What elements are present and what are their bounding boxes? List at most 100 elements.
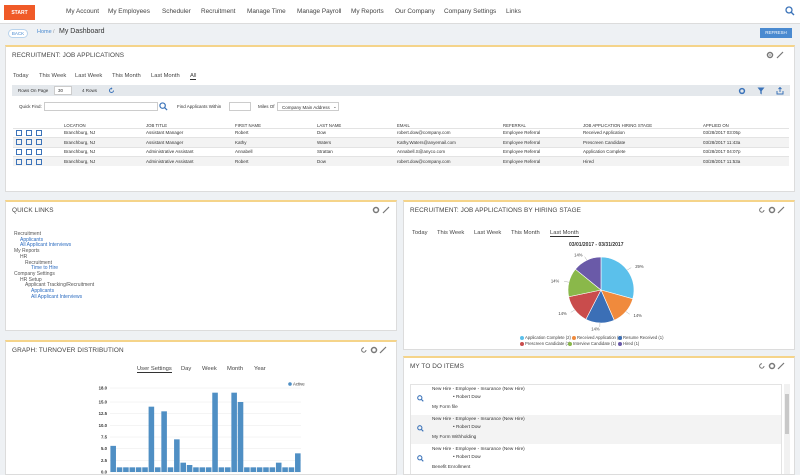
quick-link[interactable]: Time to Hire bbox=[31, 265, 59, 272]
document-icon[interactable] bbox=[26, 139, 32, 146]
legend-item[interactable]: Hired (1) bbox=[618, 341, 639, 346]
tab-last-week[interactable]: Last Week bbox=[75, 73, 103, 79]
tab-month[interactable]: Month bbox=[227, 366, 244, 372]
search-icon[interactable] bbox=[417, 395, 424, 402]
nav-links[interactable]: Links bbox=[506, 8, 521, 15]
view-icon[interactable] bbox=[16, 139, 22, 146]
tab-all[interactable]: All bbox=[190, 73, 197, 80]
bar[interactable] bbox=[212, 392, 218, 472]
nav-my-employees[interactable]: My Employees bbox=[108, 8, 150, 15]
bar[interactable] bbox=[174, 439, 180, 472]
col-job-title[interactable]: JOB TITLE bbox=[146, 122, 168, 128]
document-icon[interactable] bbox=[26, 148, 32, 155]
document-icon[interactable] bbox=[26, 158, 32, 165]
nav-scheduler[interactable]: Scheduler bbox=[162, 8, 191, 15]
bar[interactable] bbox=[295, 453, 301, 472]
gear-icon[interactable] bbox=[768, 362, 776, 370]
nav-recruitment[interactable]: Recruitment bbox=[201, 8, 236, 15]
col-hiring-stage[interactable]: JOB APPLICATION HIRING STAGE bbox=[583, 122, 653, 128]
col-first-name[interactable]: FIRST NAME bbox=[235, 122, 261, 128]
bar[interactable] bbox=[142, 467, 148, 472]
bar[interactable] bbox=[250, 467, 257, 472]
bar[interactable] bbox=[256, 467, 263, 472]
col-location[interactable]: LOCATION bbox=[64, 122, 86, 128]
col-referral[interactable]: REFERRAL bbox=[503, 122, 526, 128]
reset-icon[interactable] bbox=[758, 362, 766, 370]
quick-find-input[interactable] bbox=[44, 102, 158, 111]
bar[interactable] bbox=[205, 467, 212, 472]
bar[interactable] bbox=[218, 467, 225, 472]
bar[interactable] bbox=[116, 467, 123, 472]
back-button[interactable]: BACK bbox=[8, 29, 28, 38]
search-icon[interactable] bbox=[159, 102, 168, 111]
bar[interactable] bbox=[135, 467, 142, 472]
edit-icon[interactable] bbox=[36, 158, 42, 165]
bar[interactable] bbox=[269, 467, 276, 472]
export-icon[interactable] bbox=[776, 87, 784, 95]
gear-icon[interactable] bbox=[370, 346, 378, 354]
breadcrumb-home[interactable]: Home bbox=[37, 29, 52, 35]
bar[interactable] bbox=[244, 467, 250, 472]
bar[interactable] bbox=[110, 445, 116, 472]
gear-icon[interactable] bbox=[768, 206, 776, 214]
bar[interactable] bbox=[231, 392, 237, 472]
quick-link[interactable]: Applicants bbox=[20, 236, 44, 243]
search-icon[interactable] bbox=[417, 425, 424, 432]
gear-icon[interactable] bbox=[766, 51, 774, 59]
document-icon[interactable] bbox=[26, 129, 32, 136]
edit-icon[interactable] bbox=[379, 346, 387, 354]
legend-item[interactable]: Application Complete (2) bbox=[520, 335, 571, 340]
bar[interactable] bbox=[288, 467, 295, 472]
legend-label[interactable]: Active bbox=[293, 382, 305, 387]
pie-slice[interactable] bbox=[574, 256, 602, 291]
table-row[interactable]: Branchburg, NJ Assistant Manager Kathy Wate… bbox=[13, 137, 789, 147]
view-icon[interactable] bbox=[16, 129, 22, 136]
gear-icon[interactable] bbox=[738, 87, 746, 95]
miles-input[interactable] bbox=[229, 102, 251, 111]
search-icon[interactable] bbox=[785, 6, 795, 16]
bar[interactable] bbox=[148, 406, 155, 472]
table-row[interactable]: Branchburg, NJ Administrative Assistant An… bbox=[13, 146, 789, 157]
col-last-name[interactable]: LAST NAME bbox=[317, 122, 342, 128]
col-applied-on[interactable]: APPLIED ON bbox=[703, 122, 729, 128]
bar[interactable] bbox=[263, 467, 269, 472]
bar[interactable] bbox=[199, 467, 206, 472]
edit-icon[interactable] bbox=[36, 129, 42, 136]
quick-link[interactable]: All Applicant Interviews bbox=[20, 242, 72, 249]
table-row[interactable]: Branchburg, NJ Administrative Assistant Ro… bbox=[13, 156, 789, 166]
bar[interactable] bbox=[180, 462, 186, 472]
tab-this-week[interactable]: This Week bbox=[39, 73, 67, 79]
view-icon[interactable] bbox=[16, 158, 22, 165]
legend-item[interactable]: Resume Received (1) bbox=[618, 335, 664, 340]
tab-last-week[interactable]: Last Week bbox=[474, 230, 502, 236]
tab-year[interactable]: Year bbox=[254, 366, 266, 372]
nav-my-reports[interactable]: My Reports bbox=[351, 8, 384, 15]
todo-item[interactable]: New Hire - Employee - Insurance (New Hir… bbox=[411, 445, 781, 474]
legend-item[interactable]: Prescreen Candidate (1) bbox=[520, 341, 571, 346]
start-button[interactable]: START bbox=[4, 5, 35, 20]
address-select[interactable]: Company Main Address ⌄ bbox=[277, 102, 339, 111]
tab-day[interactable]: Day bbox=[181, 366, 192, 372]
bar[interactable] bbox=[282, 467, 288, 472]
bar[interactable] bbox=[237, 402, 244, 472]
nav-my-account[interactable]: My Account bbox=[66, 8, 100, 15]
tab-today[interactable]: Today bbox=[13, 73, 29, 79]
bar[interactable] bbox=[225, 467, 231, 472]
legend-item[interactable]: Received Application (1) bbox=[572, 335, 622, 340]
nav-company-settings[interactable]: Company Settings bbox=[444, 8, 497, 15]
bar[interactable] bbox=[154, 467, 161, 472]
bar[interactable] bbox=[186, 465, 193, 472]
legend-item[interactable]: Interview Candidate (1) bbox=[568, 341, 616, 346]
bar[interactable] bbox=[129, 467, 136, 472]
search-icon[interactable] bbox=[417, 455, 424, 462]
view-icon[interactable] bbox=[16, 148, 22, 155]
bar[interactable] bbox=[123, 467, 129, 472]
bar[interactable] bbox=[161, 411, 167, 472]
tab-last-month[interactable]: Last Month bbox=[550, 230, 579, 237]
nav-our-company[interactable]: Our Company bbox=[395, 8, 435, 15]
todo-scrollbar[interactable] bbox=[784, 384, 790, 474]
gear-icon[interactable] bbox=[372, 206, 380, 214]
edit-icon[interactable] bbox=[777, 206, 785, 214]
tab-this-week[interactable]: This Week bbox=[437, 230, 465, 236]
pie-slice[interactable] bbox=[600, 256, 635, 300]
